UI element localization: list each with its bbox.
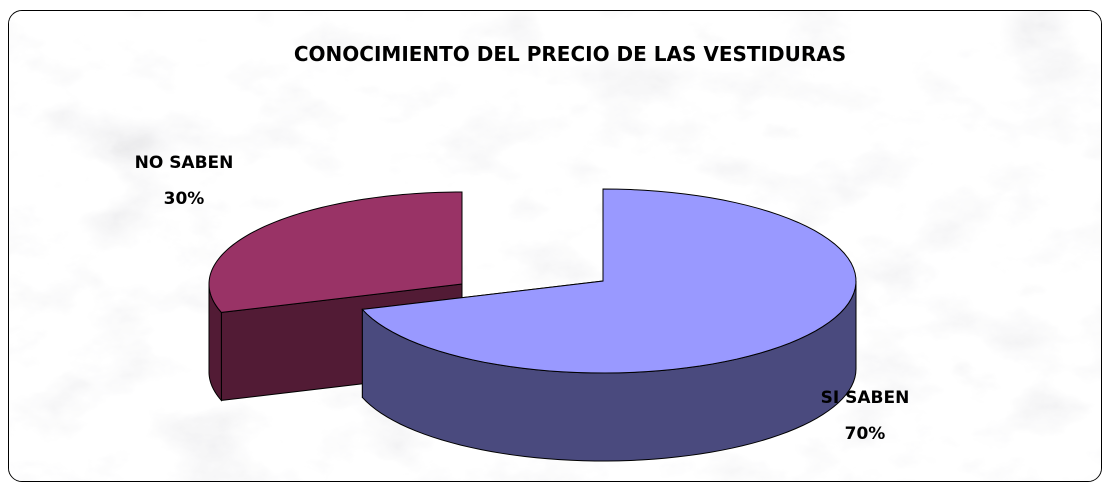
chart-title: CONOCIMIENTO DEL PRECIO DE LAS VESTIDURA…: [294, 42, 846, 66]
pie-chart: CONOCIMIENTO DEL PRECIO DE LAS VESTIDURA…: [9, 11, 1101, 481]
value-no-saben: 30%: [164, 189, 205, 209]
slice-si-saben: [361, 188, 857, 462]
label-no-saben: NO SABEN: [135, 153, 234, 173]
label-si-saben: SI SABEN: [821, 388, 910, 408]
value-si-saben: 70%: [845, 424, 886, 444]
slice-no-saben-top: [208, 191, 463, 313]
chart-area: CONOCIMIENTO DEL PRECIO DE LAS VESTIDURA…: [8, 10, 1102, 482]
slice-si-saben-top: [361, 188, 857, 374]
pie-slices: [208, 188, 857, 462]
